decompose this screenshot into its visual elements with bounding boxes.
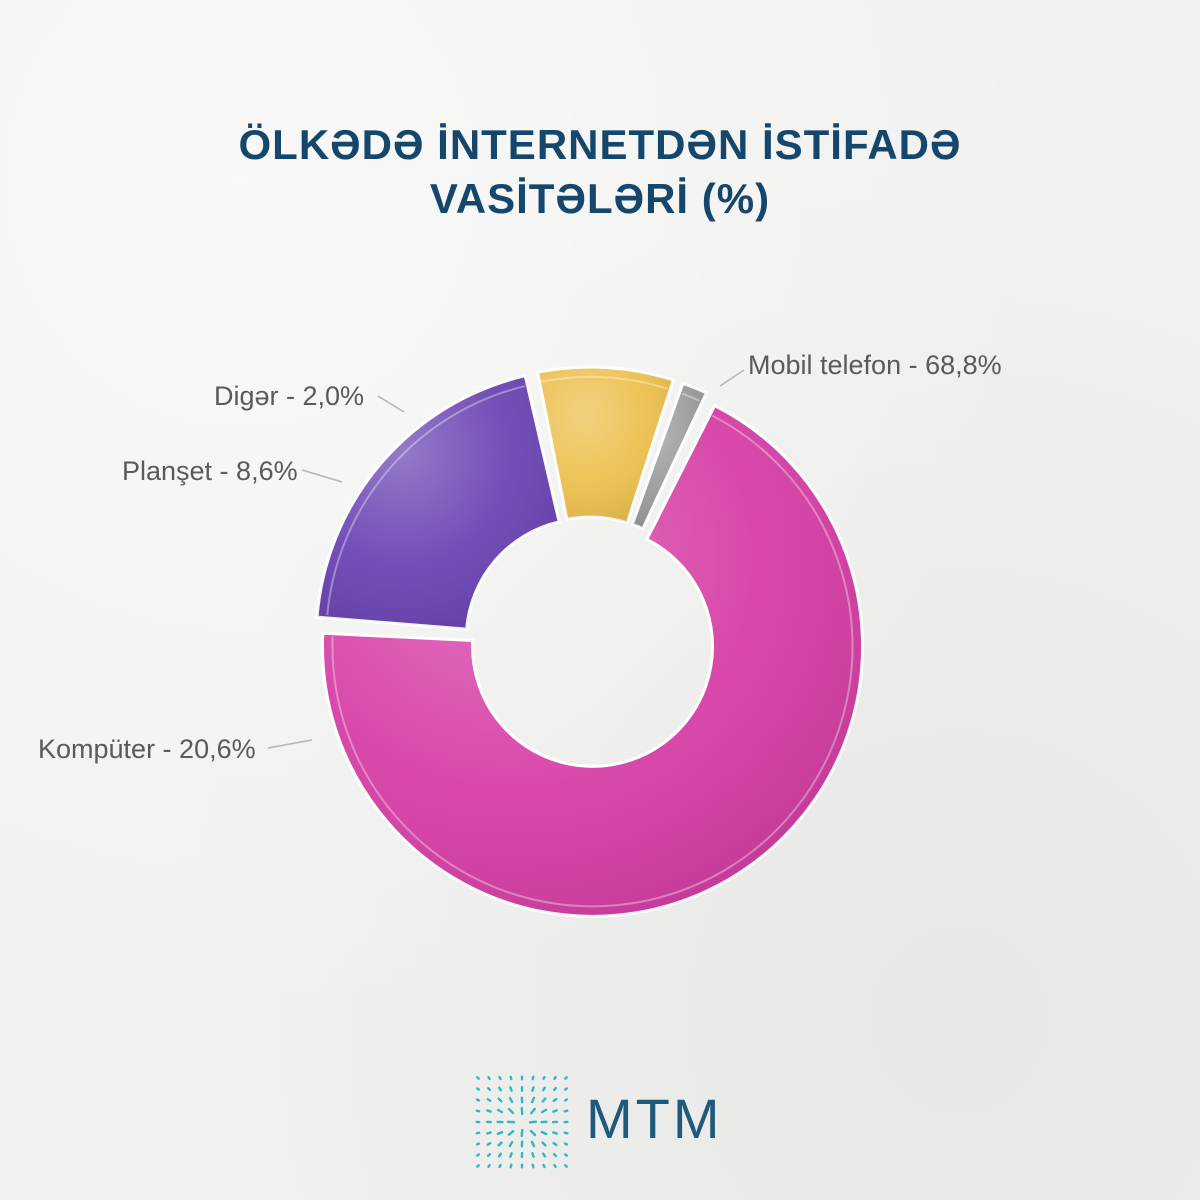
logo-dash — [552, 1141, 558, 1147]
logo-dash — [520, 1128, 524, 1138]
logo-dash — [531, 1086, 535, 1092]
logo-dash — [552, 1097, 558, 1103]
logo-dash — [530, 1107, 536, 1115]
logo-dash — [563, 1109, 569, 1113]
logo-dash — [563, 1153, 569, 1157]
leader-line — [267, 739, 313, 749]
logo-mark-icon — [475, 1075, 569, 1169]
slice-label: Digər - 2,0% — [214, 381, 364, 411]
logo-dash — [563, 1098, 569, 1102]
slice-rim — [331, 414, 854, 908]
logo-dash — [553, 1086, 557, 1092]
logo-dash — [508, 1140, 514, 1148]
logo-dash — [486, 1109, 492, 1113]
logo-dash — [475, 1153, 481, 1157]
logo-dash — [564, 1076, 568, 1080]
chart-title: ÖLKƏDƏ İNTERNETDƏN İSTİFADƏ VASİTƏLƏRİ (… — [0, 118, 1200, 226]
logo-dash — [475, 1142, 481, 1146]
logo-dash — [498, 1163, 502, 1169]
logo-dash — [508, 1096, 514, 1104]
logo-dash — [529, 1129, 537, 1137]
logo-dash — [496, 1108, 504, 1114]
leader-line — [377, 395, 405, 413]
logo-dash — [509, 1086, 513, 1092]
logo-dash — [497, 1141, 503, 1147]
logo-dash — [541, 1097, 547, 1103]
logo-dash — [531, 1163, 535, 1169]
logo-dash — [476, 1087, 480, 1091]
logo-dash — [507, 1107, 515, 1115]
logo-dash — [531, 1152, 535, 1158]
logo-dash — [509, 1075, 513, 1081]
logo-dash — [509, 1152, 513, 1158]
logo-dash — [531, 1075, 535, 1081]
logo-dash — [509, 1163, 513, 1169]
logo-dash — [497, 1086, 503, 1092]
logo-dash — [475, 1131, 481, 1135]
logo-dash — [553, 1163, 557, 1169]
title-line-1: ÖLKƏDƏ İNTERNETDƏN İSTİFADƏ — [238, 121, 962, 168]
logo-text: MTM — [586, 1087, 723, 1150]
slice-label: Planşet - 8,6% — [122, 456, 298, 486]
logo-dash — [486, 1131, 492, 1135]
logo-dash — [564, 1087, 568, 1091]
logo-dash — [487, 1076, 491, 1080]
logo-dash — [540, 1130, 548, 1136]
logo-dash — [475, 1098, 481, 1102]
logo-dash — [553, 1075, 557, 1081]
slice-shine — [537, 367, 674, 523]
logo-dash — [507, 1130, 515, 1136]
logo-dash — [497, 1097, 503, 1103]
slice-rim — [542, 376, 668, 390]
leader-line — [719, 369, 745, 387]
logo-dash — [563, 1131, 569, 1135]
slice-rim — [326, 385, 526, 616]
slice-label: Kompüter - 20,6% — [38, 734, 256, 764]
logo-dash — [487, 1087, 491, 1091]
logo-dash — [530, 1140, 536, 1148]
logo-dash — [541, 1152, 547, 1158]
logo-dash — [563, 1142, 569, 1146]
logo-dash — [476, 1076, 480, 1080]
logo-dash — [498, 1075, 502, 1081]
logo-dash — [486, 1097, 492, 1103]
logo-dash — [497, 1152, 503, 1158]
logo-dash — [487, 1164, 491, 1168]
logo-dash — [552, 1131, 558, 1135]
logo-dash — [542, 1163, 546, 1169]
logo-dash — [476, 1164, 480, 1168]
logo-dash — [542, 1086, 546, 1092]
logo-dash — [541, 1141, 547, 1147]
logo-dash — [552, 1109, 558, 1113]
slice-shine — [632, 383, 707, 529]
slice-shine — [322, 405, 863, 917]
title-line-2: VASİTƏLƏRİ (%) — [429, 175, 771, 222]
slice-label: Mobil telefon - 68,8% — [748, 350, 1002, 380]
logo-dash — [564, 1164, 568, 1168]
slice-rim — [681, 392, 701, 402]
logo-dash — [528, 1120, 538, 1124]
slice-shine — [317, 375, 560, 630]
logo-dash — [552, 1152, 558, 1158]
logo-dash — [486, 1142, 492, 1146]
leader-line — [301, 469, 343, 483]
logo-dash — [542, 1075, 546, 1081]
logo-dash — [475, 1109, 481, 1113]
mtm-logo: MTM — [468, 1068, 768, 1178]
logo-dash — [540, 1108, 548, 1114]
logo-dash — [530, 1096, 536, 1104]
logo-dash — [486, 1153, 492, 1157]
logo-dash — [496, 1130, 504, 1136]
